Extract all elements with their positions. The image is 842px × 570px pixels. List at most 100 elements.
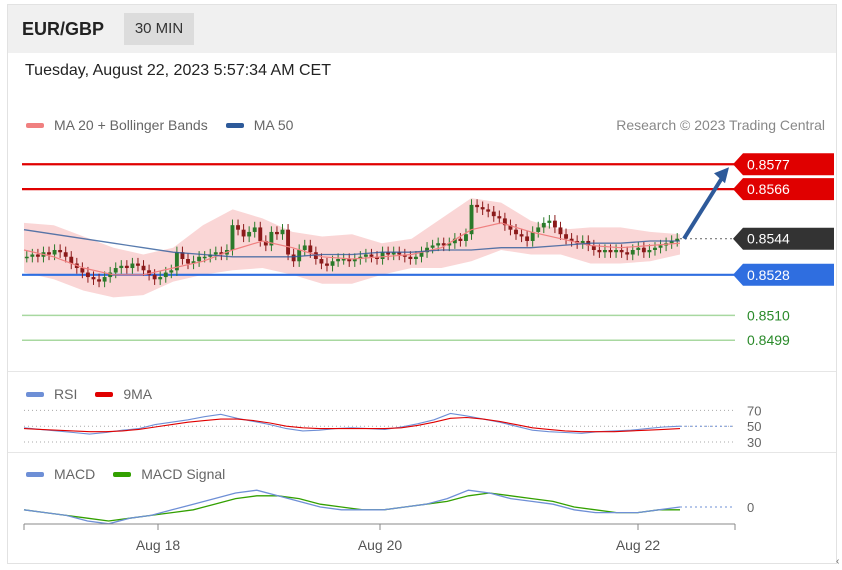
candle-body [519, 234, 524, 237]
candle-body [174, 252, 179, 271]
candle-body [603, 249, 607, 253]
candle [447, 237, 452, 252]
candle [352, 253, 357, 267]
candle-body [319, 259, 324, 264]
candle-body [158, 277, 163, 280]
legend-item-9ma: 9MA [95, 386, 152, 402]
candle-body [597, 249, 602, 253]
candle-body [475, 204, 480, 208]
candle-body [219, 252, 224, 255]
timeframe-badge[interactable]: 30 MIN [124, 13, 194, 45]
candle [241, 224, 246, 243]
candle [653, 242, 657, 256]
candle [35, 248, 40, 263]
candle [386, 246, 391, 261]
candle-body [347, 259, 352, 262]
legend-label: RSI [54, 386, 78, 402]
candle [113, 262, 118, 279]
candle [625, 246, 630, 261]
candle [330, 255, 335, 272]
candle-body [63, 252, 68, 257]
current-price-tag [733, 227, 834, 250]
candle [136, 257, 140, 272]
candle-body [69, 256, 74, 264]
candle-body [508, 225, 513, 230]
candle-body [580, 240, 585, 244]
legend-item-ma50: MA 50 [225, 117, 294, 133]
timestamp: Tuesday, August 22, 2023 5:57:34 AM CET [25, 62, 331, 79]
candle-body [530, 231, 535, 241]
candle [269, 226, 274, 252]
candle-body [608, 249, 613, 253]
candle-body [108, 272, 113, 278]
candle-body [658, 245, 663, 248]
candle-body [464, 234, 468, 241]
candle-body [247, 231, 252, 237]
candle [291, 248, 296, 267]
legend-label: MA 50 [253, 117, 294, 133]
candle-body [413, 256, 418, 260]
candle-body [263, 240, 268, 246]
candle [69, 251, 74, 270]
candle [369, 248, 374, 263]
candle-body [236, 225, 240, 230]
candle-body [308, 245, 313, 253]
candle-body [91, 277, 96, 280]
legend-label: MACD Signal [141, 466, 226, 482]
candle [219, 246, 224, 261]
candle-body [669, 240, 674, 244]
candle-body [252, 227, 257, 232]
candle [419, 246, 424, 263]
ma50-line [23, 229, 680, 258]
legend-swatch [95, 391, 114, 397]
candle [591, 239, 596, 256]
candle [347, 253, 352, 267]
candle [525, 230, 530, 247]
candle [325, 257, 329, 272]
candle-body [641, 247, 646, 253]
candle-body [408, 256, 413, 260]
candle [63, 246, 68, 263]
legend-item-rsi: RSI [26, 386, 77, 402]
candle [480, 201, 485, 216]
candle-body [480, 207, 485, 210]
candle-body [625, 252, 630, 255]
candle [441, 237, 446, 252]
legend-swatch [26, 122, 44, 128]
candle-body [502, 218, 507, 226]
candle-body [569, 238, 574, 241]
candle-body [380, 252, 385, 260]
x-tick-label: Aug 22 [616, 537, 661, 553]
candle [408, 251, 413, 265]
macd-tick-label: 0 [747, 500, 754, 515]
candle-body [202, 256, 207, 259]
target-price-label: 0.8510 [747, 307, 790, 323]
candle-body [375, 256, 379, 260]
support-price-tag [733, 263, 834, 286]
legend-item-macd-signal: MACD Signal [113, 466, 225, 482]
candle [669, 235, 674, 249]
legend-label: 9MA [123, 386, 153, 402]
candle-body [35, 254, 40, 257]
resistance-price-label: 0.8577 [747, 156, 790, 172]
candle [658, 239, 663, 254]
candle-body [169, 270, 174, 273]
candle-body [458, 238, 463, 241]
candle-body [269, 231, 274, 246]
resize-handle-icon[interactable]: ‹ [836, 556, 840, 567]
resistance-price-tag [733, 153, 834, 176]
candle-body [402, 254, 407, 257]
x-tick-label: Aug 20 [358, 537, 403, 553]
candle-body [258, 227, 263, 241]
candle [47, 246, 51, 261]
candle [97, 273, 101, 288]
candle-body [147, 270, 152, 275]
support-price-label: 0.8528 [747, 267, 790, 283]
candle [102, 271, 107, 288]
candle-body [441, 243, 446, 246]
candle-body [630, 249, 635, 255]
candle [619, 244, 624, 258]
rsi-9ma-line [23, 416, 681, 433]
legend-item-ma20: MA 20 + Bollinger Bands [26, 117, 208, 133]
